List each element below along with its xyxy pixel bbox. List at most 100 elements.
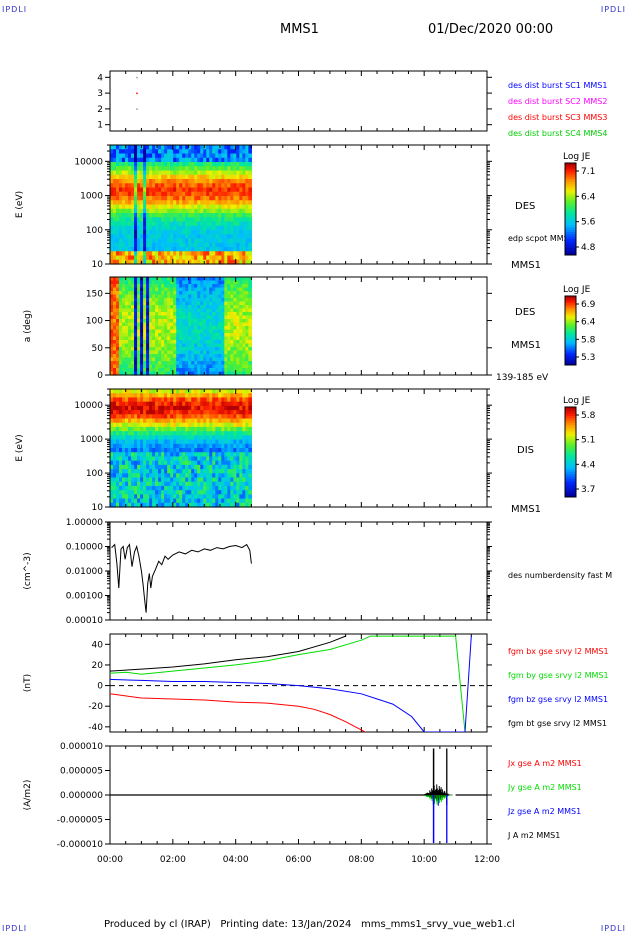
- heatmap-cell: [110, 418, 114, 424]
- heatmap-cell: [155, 410, 159, 415]
- heatmap-cell: [230, 298, 234, 303]
- heatmap-cell: [239, 389, 243, 394]
- heatmap-cell: [176, 443, 180, 449]
- heatmap-cell: [245, 301, 249, 306]
- heatmap-cell: [170, 208, 174, 214]
- heatmap-cell: [110, 371, 114, 376]
- heatmap-cell: [158, 426, 162, 432]
- heatmap-cell: [242, 301, 246, 306]
- heatmap-cell: [212, 456, 216, 462]
- heatmap-cell: [236, 473, 240, 479]
- heatmap-cell: [245, 347, 249, 352]
- heatmap-cell: [215, 340, 219, 345]
- panel-fgm-ytick-label: 0: [97, 682, 103, 692]
- heatmap-cell: [122, 247, 126, 252]
- heatmap-cell: [245, 422, 249, 428]
- heatmap-cell: [194, 405, 198, 411]
- heatmap-cell: [131, 221, 135, 227]
- heatmap-cell: [239, 238, 243, 244]
- heatmap-cell: [188, 322, 192, 327]
- heatmap-cell: [233, 481, 237, 487]
- heatmap-cell: [182, 183, 186, 189]
- heatmap-cell: [191, 347, 195, 352]
- heatmap-cell: [176, 426, 180, 432]
- heatmap-cell: [158, 326, 162, 331]
- heatmap-cell: [113, 322, 117, 327]
- heatmap-cell: [149, 251, 153, 257]
- heatmap-cell: [239, 196, 243, 201]
- heatmap-cell: [122, 431, 126, 436]
- heatmap-cell: [233, 401, 237, 407]
- heatmap-cell: [134, 183, 138, 189]
- heatmap-cell: [221, 498, 225, 504]
- heatmap-cell: [110, 452, 114, 458]
- heatmap-cell: [119, 343, 123, 348]
- heatmap-cell: [218, 280, 222, 285]
- heatmap-cell: [170, 350, 174, 355]
- heatmap-cell: [119, 291, 123, 296]
- heatmap-cell: [149, 456, 153, 462]
- heatmap-cell: [167, 157, 171, 163]
- heatmap-cell: [173, 368, 177, 373]
- heatmap-cell: [218, 477, 222, 483]
- heatmap-cell: [128, 319, 132, 324]
- heatmap-cell: [131, 179, 135, 184]
- heatmap-cell: [245, 410, 249, 415]
- heatmap-cell: [146, 305, 150, 310]
- heatmap-cell: [242, 426, 246, 432]
- heatmap-cell: [242, 393, 246, 399]
- heatmap-cell: [206, 336, 210, 341]
- heatmap-cell: [209, 301, 213, 306]
- heatmap-cell: [215, 280, 219, 285]
- heatmap-cell: [110, 397, 114, 403]
- heatmap-cell: [167, 414, 171, 420]
- heatmap-cell: [206, 319, 210, 324]
- heatmap-cell: [227, 238, 231, 244]
- heatmap-cell: [191, 284, 195, 289]
- heatmap-cell: [170, 284, 174, 289]
- heatmap-cell: [164, 162, 168, 167]
- heatmap-cell: [173, 401, 177, 407]
- heatmap-cell: [218, 166, 222, 172]
- heatmap-cell: [140, 242, 144, 248]
- heatmap-cell: [185, 464, 189, 470]
- heatmap-cell: [236, 410, 240, 415]
- heatmap-cell: [146, 456, 150, 462]
- heatmap-cell: [155, 287, 159, 292]
- heatmap-cell: [227, 287, 231, 292]
- heatmap-cell: [152, 393, 156, 399]
- colorbar-cell: [565, 314, 576, 318]
- legend-fgm-2: fgm by gse srvy l2 MMS1: [508, 671, 609, 680]
- heatmap-cell: [125, 361, 129, 366]
- heatmap-cell: [158, 361, 162, 366]
- heatmap-cell: [110, 469, 114, 474]
- heatmap-cell: [248, 368, 252, 373]
- heatmap-cell: [158, 291, 162, 296]
- heatmap-cell: [131, 498, 135, 504]
- heatmap-cell: [137, 217, 141, 223]
- heatmap-cell: [212, 187, 216, 193]
- heatmap-cell: [230, 291, 234, 296]
- heatmap-cell: [230, 481, 234, 487]
- heatmap-cell: [239, 340, 243, 345]
- heatmap-cell: [134, 187, 138, 193]
- heatmap-cell: [188, 284, 192, 289]
- heatmap-cell: [212, 166, 216, 172]
- heatmap-cell: [215, 443, 219, 449]
- heatmap-cell: [227, 305, 231, 310]
- heatmap-cell: [215, 333, 219, 338]
- heatmap-cell: [131, 200, 135, 206]
- heatmap-cell: [248, 196, 252, 201]
- heatmap-cell: [137, 251, 141, 257]
- heatmap-cell: [245, 439, 249, 445]
- heatmap-cell: [236, 234, 240, 240]
- heatmap-cell: [149, 191, 153, 197]
- heatmap-cell: [179, 460, 183, 466]
- heatmap-cell: [152, 183, 156, 189]
- heatmap-cell: [140, 368, 144, 373]
- heatmap-cell: [200, 170, 204, 176]
- heatmap-cell: [170, 326, 174, 331]
- heatmap-cell: [236, 157, 240, 163]
- heatmap-cell: [185, 174, 189, 180]
- heatmap-cell: [212, 502, 216, 508]
